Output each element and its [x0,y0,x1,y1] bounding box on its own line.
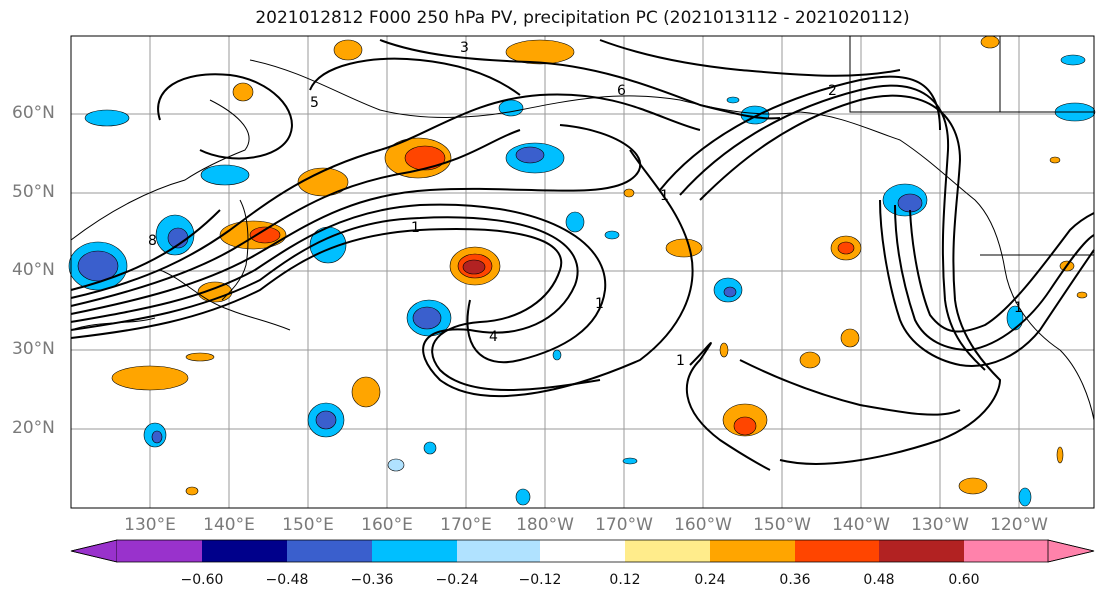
lon-label: 150°W [753,515,811,535]
colorbar-extend-high [1047,539,1095,563]
lon-label: 170°E [440,515,492,535]
lat-label: 50°N [12,182,55,202]
contour-label: 8 [148,233,157,249]
lon-label: 120°W [990,515,1048,535]
colorbar-tick: 0.12 [609,572,641,588]
lat-label: 60°N [12,103,55,123]
colorbar-tick: −0.48 [265,572,309,588]
lat-label: 40°N [12,260,55,280]
contour-label: 6 [617,83,626,99]
colorbar-tick: 0.60 [948,572,980,588]
contour-label: 1 [660,188,669,204]
colorbar-extend-low [70,539,118,563]
lon-label: 160°E [361,515,413,535]
lon-label: 140°E [203,515,255,535]
contour-label: 3 [460,40,469,56]
colorbar-tick: 0.36 [779,572,811,588]
contour-label: 1 [1014,300,1023,316]
lon-label: 150°E [282,515,334,535]
colorbar-tick: −0.36 [350,572,394,588]
lon-label: 160°W [674,515,732,535]
colorbar [70,539,1095,563]
colorbar-tick: −0.12 [518,572,562,588]
colorbar-tick: −0.24 [435,572,479,588]
map-title: 2021012812 F000 250 hPa PV, precipitatio… [255,8,910,28]
contour-label: 5 [310,95,319,111]
lon-label: 130°W [911,515,969,535]
contour-label: 1 [676,353,685,369]
lon-label: 130°E [124,515,176,535]
colorbar-tick: 0.24 [694,572,726,588]
contour-label: 4 [489,329,498,345]
lon-label: 140°W [832,515,890,535]
pv-contours [70,39,1095,471]
colorbar-tick: 0.48 [863,572,895,588]
contour-labels: 1 1 1 1 1 2 3 4 5 6 8 [148,40,1023,369]
colorbar-tick: −0.60 [180,572,224,588]
lon-label: 170°W [595,515,653,535]
contour-label: 1 [595,296,604,312]
lon-label: 180°W [516,515,574,535]
lat-label: 30°N [12,339,55,359]
contour-label: 2 [828,83,837,99]
lat-label: 20°N [12,418,55,438]
contour-label: 1 [411,220,420,236]
